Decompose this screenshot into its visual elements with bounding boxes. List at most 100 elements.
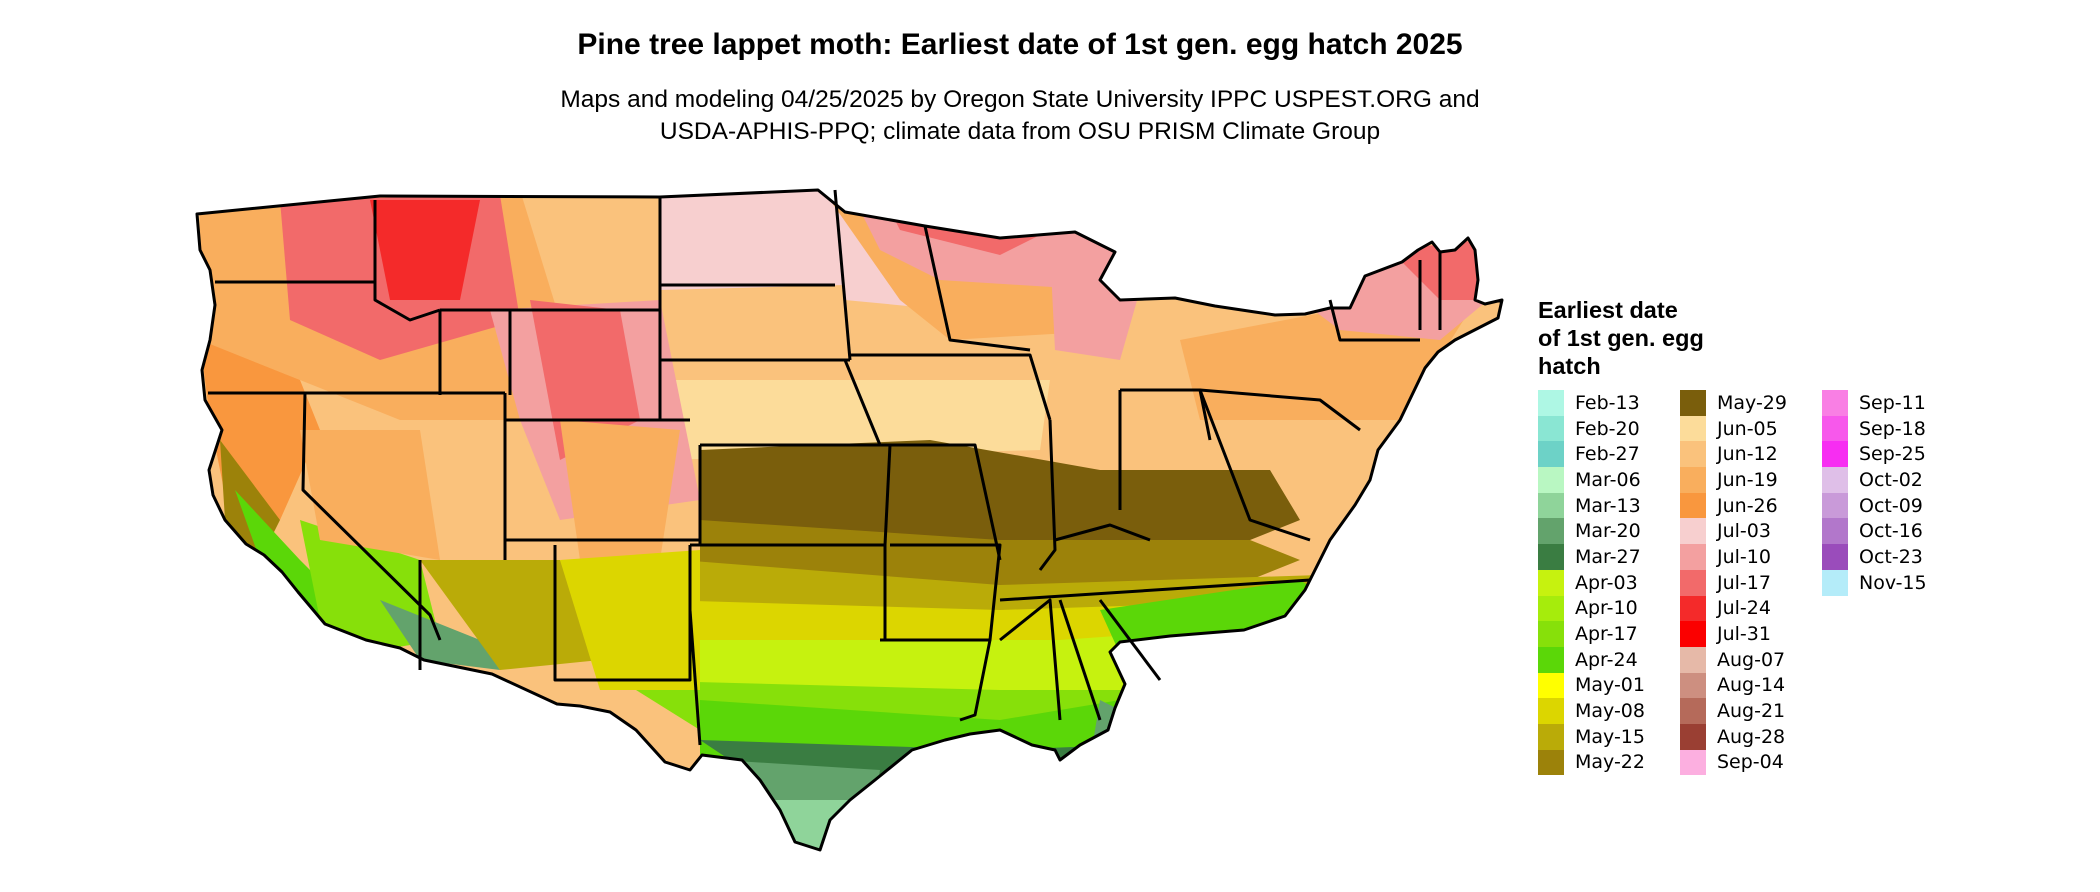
legend-item: Oct-23 bbox=[1822, 544, 1964, 570]
legend-swatch bbox=[1680, 544, 1706, 570]
map-legend: Earliest date of 1st gen. egg hatch Feb-… bbox=[1538, 296, 1964, 776]
legend-swatch bbox=[1538, 544, 1564, 570]
legend-item: May-01 bbox=[1538, 672, 1680, 699]
legend-swatch bbox=[1680, 749, 1706, 776]
legend-label: Feb-27 bbox=[1575, 443, 1640, 466]
legend-swatch bbox=[1680, 595, 1706, 622]
conus-hatch-date-map bbox=[195, 188, 1504, 852]
legend-label: Jun-12 bbox=[1717, 443, 1778, 466]
legend-label: Mar-06 bbox=[1575, 468, 1641, 491]
legend-label: Sep-04 bbox=[1717, 751, 1784, 774]
legend-item: Jul-10 bbox=[1680, 544, 1822, 570]
legend-item: Aug-28 bbox=[1680, 723, 1822, 750]
legend-label: Jun-05 bbox=[1717, 417, 1778, 440]
legend-swatch bbox=[1680, 441, 1706, 468]
legend-title-line-1: Earliest date bbox=[1538, 297, 1678, 323]
legend-label: Aug-07 bbox=[1717, 648, 1786, 671]
legend-swatch bbox=[1822, 415, 1848, 442]
legend-swatch bbox=[1822, 569, 1848, 596]
legend-label: May-15 bbox=[1575, 725, 1645, 748]
legend-item: Mar-27 bbox=[1538, 544, 1680, 570]
legend-swatch bbox=[1538, 672, 1564, 699]
legend-title-line-3: hatch bbox=[1538, 353, 1601, 379]
legend-swatch bbox=[1680, 415, 1706, 442]
legend-swatch bbox=[1680, 492, 1706, 519]
legend-swatch bbox=[1680, 698, 1706, 724]
legend-item: Aug-21 bbox=[1680, 698, 1822, 724]
legend-label: Feb-20 bbox=[1575, 417, 1640, 440]
legend-item: Feb-27 bbox=[1538, 441, 1680, 468]
legend-item: Mar-20 bbox=[1538, 518, 1680, 545]
legend-label: Jul-10 bbox=[1717, 545, 1771, 568]
legend-label: Jun-19 bbox=[1717, 468, 1778, 491]
legend-label: Apr-10 bbox=[1575, 597, 1638, 620]
legend-item: Jun-19 bbox=[1680, 467, 1822, 493]
legend-label: Aug-28 bbox=[1717, 725, 1786, 748]
legend-column: May-29 Jun-05 Jun-12 Jun-19 Jun-26 Jul-03 Jul-… bbox=[1680, 390, 1822, 776]
map-title: Pine tree lappet moth: Earliest date of … bbox=[577, 28, 1463, 61]
legend-item: Jul-17 bbox=[1680, 569, 1822, 596]
legend-swatch bbox=[1538, 595, 1564, 622]
legend-label: Feb-13 bbox=[1575, 391, 1640, 414]
subtitle-line-2: USDA-APHIS-PPQ; climate data from OSU PR… bbox=[659, 118, 1381, 145]
legend-label: Oct-23 bbox=[1859, 545, 1923, 568]
legend-label: May-22 bbox=[1575, 751, 1645, 774]
legend-item: Apr-17 bbox=[1538, 621, 1680, 647]
legend-label: Sep-11 bbox=[1859, 391, 1926, 414]
legend-swatch bbox=[1538, 621, 1564, 647]
legend-label: Jun-26 bbox=[1717, 494, 1778, 517]
legend-swatch bbox=[1680, 518, 1706, 545]
legend-swatch bbox=[1822, 467, 1848, 493]
legend-swatch bbox=[1822, 441, 1848, 468]
legend-label: Mar-20 bbox=[1575, 520, 1641, 543]
legend-title: Earliest date of 1st gen. egg hatch bbox=[1538, 296, 1964, 380]
legend-swatch bbox=[1822, 544, 1848, 570]
legend-columns: Feb-13 Feb-20 Feb-27 Mar-06 Mar-13 Mar-20 Mar-… bbox=[1538, 390, 1964, 776]
legend-label: Jul-24 bbox=[1717, 597, 1771, 620]
legend-item: Sep-04 bbox=[1680, 749, 1822, 776]
legend-swatch bbox=[1680, 621, 1706, 647]
legend-item: May-29 bbox=[1680, 390, 1822, 416]
legend-item: Apr-10 bbox=[1538, 595, 1680, 622]
legend-item: Aug-07 bbox=[1680, 646, 1822, 673]
legend-swatch bbox=[1822, 390, 1848, 416]
map-subtitle: Maps and modeling 04/25/2025 by Oregon S… bbox=[0, 84, 2040, 148]
legend-swatch bbox=[1680, 672, 1706, 699]
legend-label: May-29 bbox=[1717, 391, 1787, 414]
legend-label: Oct-02 bbox=[1859, 468, 1923, 491]
legend-swatch bbox=[1680, 390, 1706, 416]
legend-label: May-01 bbox=[1575, 674, 1645, 697]
legend-swatch bbox=[1538, 390, 1564, 416]
legend-swatch bbox=[1680, 569, 1706, 596]
legend-item: Jul-31 bbox=[1680, 621, 1822, 647]
legend-swatch bbox=[1538, 749, 1564, 776]
legend-label: Oct-16 bbox=[1859, 520, 1923, 543]
legend-item: Nov-15 bbox=[1822, 569, 1964, 596]
legend-item: Mar-13 bbox=[1538, 492, 1680, 519]
legend-swatch bbox=[1538, 441, 1564, 468]
legend-column: Feb-13 Feb-20 Feb-27 Mar-06 Mar-13 Mar-20 Mar-… bbox=[1538, 390, 1680, 776]
legend-label: Jul-31 bbox=[1717, 623, 1771, 646]
legend-swatch bbox=[1538, 518, 1564, 545]
legend-item: Jul-03 bbox=[1680, 518, 1822, 545]
legend-swatch bbox=[1538, 569, 1564, 596]
legend-label: Apr-03 bbox=[1575, 571, 1638, 594]
legend-swatch bbox=[1538, 415, 1564, 442]
legend-item: Apr-03 bbox=[1538, 569, 1680, 596]
legend-label: Apr-17 bbox=[1575, 623, 1638, 646]
legend-label: Sep-25 bbox=[1859, 443, 1926, 466]
legend-item: Oct-09 bbox=[1822, 492, 1964, 519]
legend-label: Aug-14 bbox=[1717, 674, 1786, 697]
legend-swatch bbox=[1822, 518, 1848, 545]
legend-label: Aug-21 bbox=[1717, 700, 1786, 723]
legend-item: Mar-06 bbox=[1538, 467, 1680, 493]
legend-label: Oct-09 bbox=[1859, 494, 1923, 517]
legend-swatch bbox=[1680, 646, 1706, 673]
legend-item: Jun-26 bbox=[1680, 492, 1822, 519]
legend-item: Jun-12 bbox=[1680, 441, 1822, 468]
legend-swatch bbox=[1680, 723, 1706, 750]
legend-label: Sep-18 bbox=[1859, 417, 1926, 440]
legend-column: Sep-11 Sep-18 Sep-25 Oct-02 Oct-09 Oct-16 Oct-… bbox=[1822, 390, 1964, 775]
legend-item: Feb-20 bbox=[1538, 415, 1680, 442]
hatch-date-zones bbox=[197, 190, 1502, 850]
